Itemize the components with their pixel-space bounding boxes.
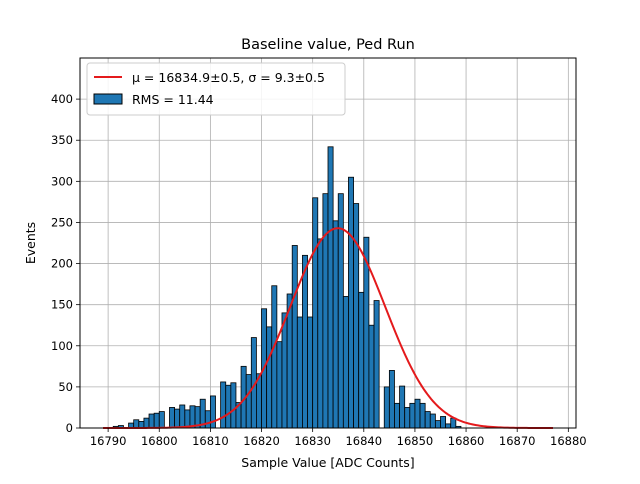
histogram-bar [312, 197, 319, 429]
histogram-bar [358, 291, 365, 429]
histogram-bar [348, 176, 354, 429]
histogram-bar [409, 402, 416, 429]
histogram-bar [169, 407, 175, 429]
histogram-bar [307, 316, 314, 429]
x-tick-label: 16800 [141, 434, 178, 448]
y-tick-label: 50 [58, 380, 73, 394]
histogram-bar [220, 381, 227, 429]
histogram-bar [317, 238, 324, 429]
histogram-bar [179, 404, 186, 429]
y-tick-label: 350 [51, 133, 73, 147]
chart-title: Baseline value, Ped Run [241, 37, 415, 53]
legend-box [86, 62, 346, 116]
histogram-bar [276, 341, 283, 429]
legend-histogram-swatch [93, 93, 123, 105]
y-tick-label: 0 [66, 421, 73, 435]
x-tick-label: 16880 [550, 434, 587, 448]
histogram-bar [383, 386, 390, 429]
y-tick-label: 400 [51, 92, 73, 106]
y-tick-label: 250 [51, 215, 73, 229]
histogram-bar [440, 416, 447, 429]
histogram-bar [133, 419, 140, 429]
y-tick-label: 100 [51, 339, 73, 353]
x-tick-label: 16870 [499, 434, 536, 448]
x-tick-label: 16860 [448, 434, 485, 448]
legend-fit-label: μ = 16834.9±0.5, σ = 9.3±0.5 [132, 70, 325, 85]
histogram-bar [291, 245, 298, 429]
x-tick-label: 16790 [90, 434, 127, 448]
histogram-bar [225, 384, 232, 429]
legend: μ = 16834.9±0.5, σ = 9.3±0.5 RMS = 11.44 [86, 62, 346, 116]
x-tick-label: 16820 [243, 434, 280, 448]
histogram-bar [424, 411, 431, 429]
histogram-bar [368, 324, 375, 429]
histogram-bar [266, 326, 273, 429]
histogram-bar [204, 410, 211, 429]
histogram-bar [296, 316, 303, 429]
histogram-bar [281, 312, 288, 429]
x-tick-label: 16850 [397, 434, 434, 448]
x-tick-label: 16840 [345, 434, 382, 448]
histogram-bars [112, 146, 462, 429]
histogram-bar [404, 407, 411, 429]
histogram-bar [148, 413, 155, 429]
histogram-bar [394, 402, 400, 429]
y-tick-label: 200 [51, 257, 73, 271]
histogram-bar [388, 370, 395, 429]
histogram-bar [230, 382, 237, 429]
histogram-bar [327, 146, 334, 429]
histogram-bar [434, 420, 441, 429]
gaussian-fit-curve [103, 227, 553, 429]
x-tick-label: 16830 [294, 434, 331, 448]
histogram-bar [414, 398, 421, 429]
histogram-bar [143, 417, 150, 429]
histogram-bar [302, 254, 308, 429]
plot-frame [79, 57, 577, 429]
histogram-bar [373, 300, 380, 429]
y-axis-label: Events [23, 222, 38, 264]
x-axis-ticks: 16790 16800 16810 16820 16830 16840 16850 16860… [90, 428, 587, 448]
histogram-bar [353, 203, 360, 429]
histogram-bar [419, 402, 426, 429]
histogram-bar [153, 412, 160, 429]
histogram-bar [271, 285, 278, 429]
x-tick-label: 16810 [192, 434, 229, 448]
histogram-bar [445, 423, 452, 429]
histogram-bar [429, 413, 436, 429]
histogram-bar [450, 417, 457, 429]
histogram-bar [332, 220, 339, 429]
histogram-bar [184, 409, 191, 429]
y-tick-label: 300 [51, 174, 73, 188]
histogram-bar [189, 405, 196, 429]
y-tick-label: 150 [51, 298, 73, 312]
histogram-bar [399, 385, 406, 429]
histogram-bar [245, 374, 252, 429]
x-axis-label: Sample Value [ADC Counts] [241, 455, 414, 470]
histogram-bar [322, 193, 329, 429]
histogram-bar [174, 408, 181, 429]
y-axis-ticks: 0 50 100 150 200 250 300 350 400 [51, 92, 80, 435]
histogram-bar [342, 296, 349, 429]
legend-histogram-label: RMS = 11.44 [132, 92, 214, 107]
histogram-bar [158, 411, 165, 429]
